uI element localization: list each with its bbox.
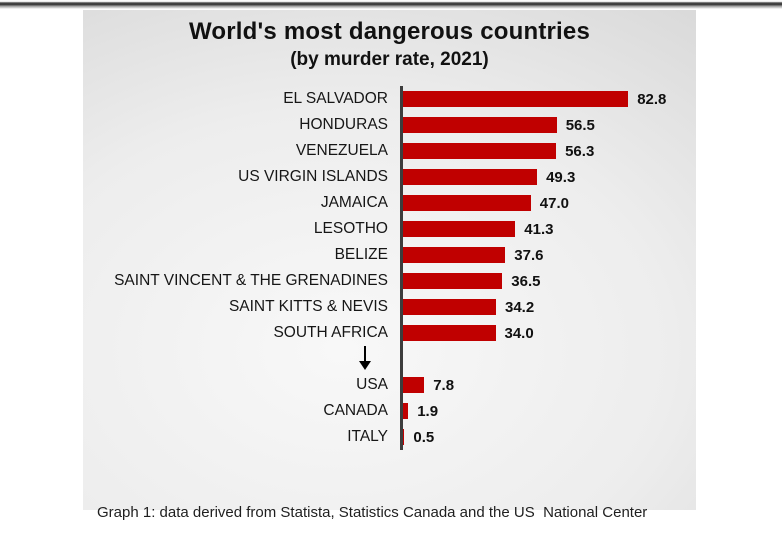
value-label: 34.2: [505, 298, 535, 316]
bar: [403, 247, 506, 263]
category-label: SAINT KITTS & NEVIS: [228, 298, 388, 315]
chart-row: SOUTH AFRICA 34.0: [83, 320, 696, 346]
category-label: CANADA: [323, 402, 388, 419]
window-top-edge: [0, 0, 782, 9]
category-label: SAINT VINCENT & THE GRENADINES: [114, 272, 388, 289]
category-label: US VIRGIN ISLANDS: [238, 168, 388, 185]
arrow-shaft: [364, 346, 366, 361]
chart-row: LESOTHO 41.3: [83, 216, 696, 242]
bar-area: 56.3: [394, 138, 696, 164]
category-label: LESOTHO: [313, 220, 388, 237]
bar-chart: EL SALVADOR 82.8 HONDURAS 56.5 VENEZUELA 56.3…: [83, 86, 696, 450]
bar: [403, 403, 409, 419]
bar-area: 7.8: [394, 372, 696, 398]
category-label: USA: [356, 376, 388, 393]
bar-rows-top: EL SALVADOR 82.8 HONDURAS 56.5 VENEZUELA 56.3…: [83, 86, 696, 346]
chart-row: HONDURAS 56.5: [83, 112, 696, 138]
category-label: EL SALVADOR: [283, 90, 388, 107]
bar: [403, 273, 503, 289]
bar-rows-bottom: USA 7.8 CANADA 1.9 ITALY 0.5: [83, 372, 696, 450]
bar: [403, 325, 496, 341]
bar: [403, 299, 496, 315]
category-label: VENEZUELA: [295, 142, 388, 159]
value-label: 47.0: [539, 194, 569, 212]
bar-area: 34.0: [394, 320, 696, 346]
slide-card: World's most dangerous countries (by mur…: [83, 10, 696, 521]
bar-area: 34.2: [394, 294, 696, 320]
category-label: BELIZE: [334, 246, 388, 263]
bar-area: 49.3: [394, 164, 696, 190]
bar: [403, 117, 557, 133]
chart-row: VENEZUELA 56.3: [83, 138, 696, 164]
value-label: 1.9: [417, 402, 439, 420]
bar: [403, 91, 629, 107]
bar: [403, 195, 531, 211]
chart-row: ITALY 0.5: [83, 424, 696, 450]
chart-row: SAINT VINCENT & THE GRENADINES 36.5: [83, 268, 696, 294]
value-label: 41.3: [524, 220, 554, 238]
chart-row: BELIZE 37.6: [83, 242, 696, 268]
value-label: 36.5: [511, 272, 541, 290]
value-label: 56.3: [565, 142, 595, 160]
bar-area: 82.8: [394, 86, 696, 112]
value-label: 82.8: [637, 90, 667, 108]
chart-caption: Graph 1: data derived from Statista, Sta…: [97, 460, 677, 555]
value-label: 7.8: [433, 376, 455, 394]
chart-row: SAINT KITTS & NEVIS 34.2: [83, 294, 696, 320]
chart-row: USA 7.8: [83, 372, 696, 398]
bar: [403, 143, 557, 159]
chart-row: US VIRGIN ISLANDS 49.3: [83, 164, 696, 190]
value-label: 34.0: [504, 324, 534, 342]
bar-area: 1.9: [394, 398, 696, 424]
value-label: 37.6: [514, 246, 544, 264]
category-label: SOUTH AFRICA: [273, 324, 388, 341]
category-label: ITALY: [347, 428, 388, 445]
value-label: 56.5: [565, 116, 595, 134]
bar-area: 0.5: [394, 424, 696, 450]
bar: [403, 221, 516, 237]
bar-area: 47.0: [394, 190, 696, 216]
chart-title: World's most dangerous countries: [188, 18, 591, 45]
value-label: 0.5: [413, 428, 435, 446]
axis-line: [400, 86, 403, 450]
bar: [403, 169, 538, 185]
category-label: JAMAICA: [320, 194, 388, 211]
bar-area: 36.5: [394, 268, 696, 294]
bar: [403, 429, 405, 445]
down-arrow-icon: [358, 346, 372, 372]
value-label: 49.3: [546, 168, 576, 186]
bar-area: 41.3: [394, 216, 696, 242]
scale-break-zone: [83, 346, 696, 372]
chart-row: EL SALVADOR 82.8: [83, 86, 696, 112]
bar: [403, 377, 425, 393]
arrow-head: [359, 361, 371, 370]
category-label: HONDURAS: [299, 116, 388, 133]
chart-row: JAMAICA 47.0: [83, 190, 696, 216]
chart-subtitle: (by murder rate, 2021): [290, 49, 489, 70]
chart-row: CANADA 1.9: [83, 398, 696, 424]
bar-area: 56.5: [394, 112, 696, 138]
bar-area: 37.6: [394, 242, 696, 268]
caption-line-1: Graph 1: data derived from Statista, Sta…: [97, 504, 648, 521]
